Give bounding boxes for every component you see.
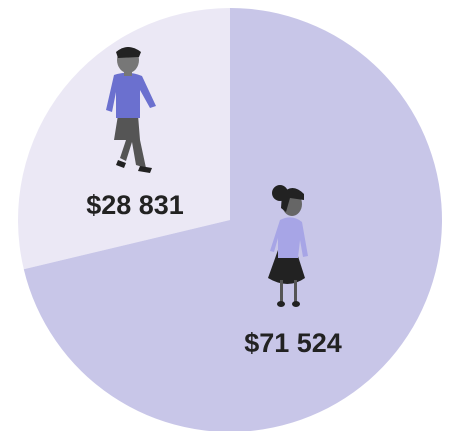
chart: $28 831 $71 524	[0, 0, 453, 431]
page: {"chart_data": {"type": "pie", "values":…	[0, 0, 453, 431]
pie	[18, 8, 442, 431]
value-label: $28 831	[86, 190, 184, 220]
value-label: $71 524	[244, 328, 342, 358]
